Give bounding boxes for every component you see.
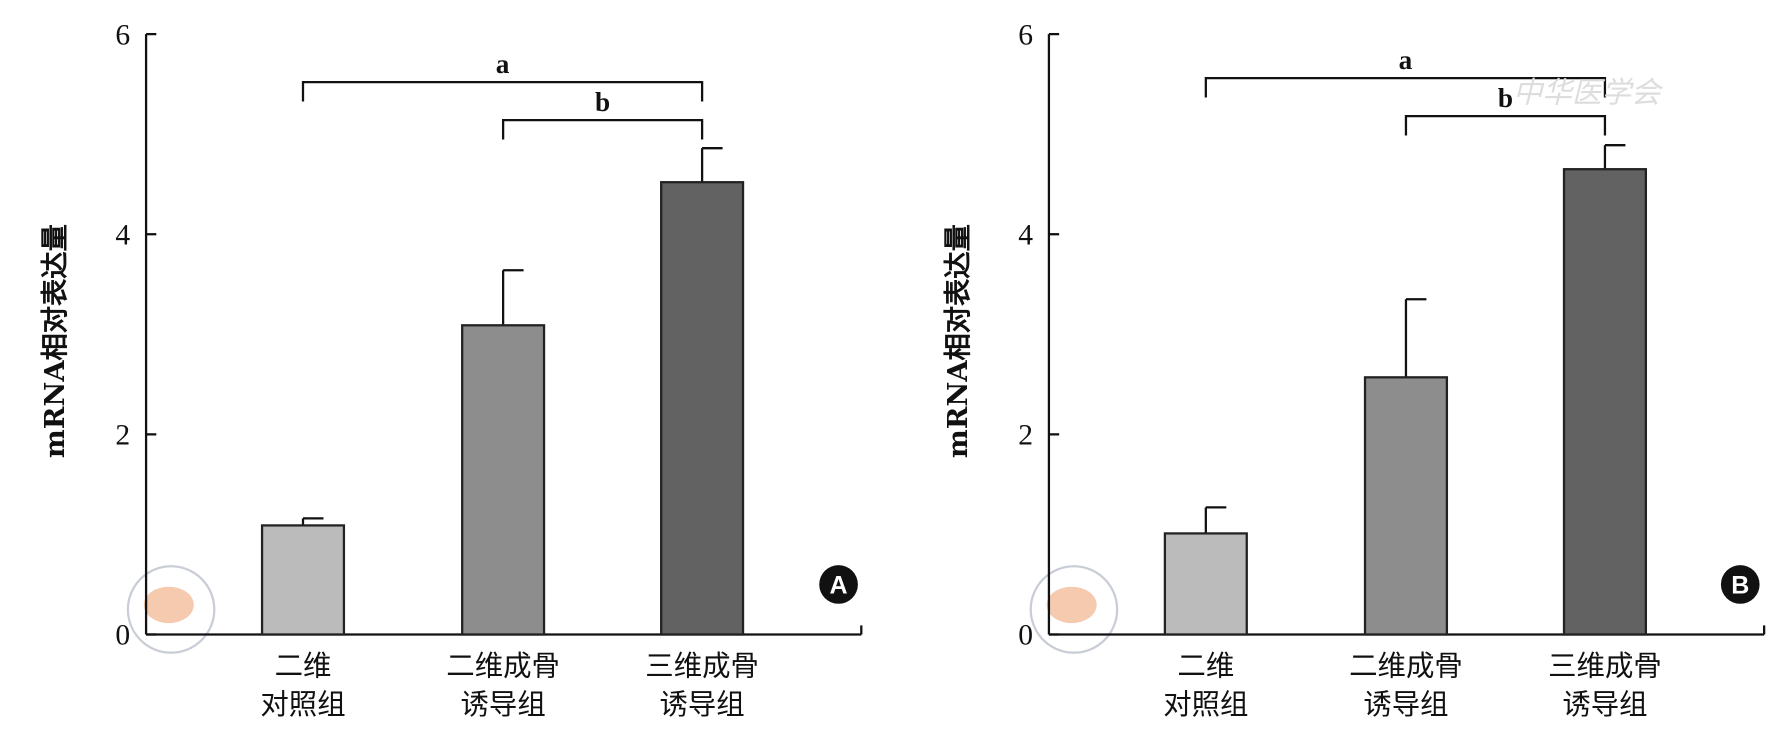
panel-label: A — [830, 572, 848, 600]
bar — [1163, 532, 1248, 636]
bar — [1562, 168, 1648, 636]
watermark-seal — [126, 565, 216, 654]
x-category-label: 二维成骨 — [1349, 649, 1463, 682]
y-tick-label: 6 — [115, 19, 130, 51]
y-tick-label: 0 — [115, 620, 130, 652]
significance-bracket — [1204, 77, 1607, 98]
bar — [1363, 376, 1449, 636]
x-category-label: 二维 — [275, 649, 332, 682]
x-category-label: 二维 — [1177, 649, 1234, 682]
seal-map — [1046, 586, 1097, 624]
x-category-label: 对照组 — [260, 688, 345, 721]
seal-ring — [1029, 565, 1119, 654]
x-category-label: 二维成骨 — [446, 649, 560, 682]
panel-badge — [1720, 565, 1760, 604]
y-tick-label: 4 — [115, 219, 130, 251]
panel-badge — [819, 565, 858, 604]
significance-label: b — [1498, 83, 1513, 113]
significance-bracket — [501, 119, 704, 140]
watermark-seal — [1029, 565, 1119, 654]
x-category-label: 诱导组 — [1363, 688, 1448, 721]
x-category-label: 三维成骨 — [1548, 649, 1662, 682]
bar — [260, 524, 346, 636]
y-tick-label: 2 — [115, 420, 130, 452]
x-category-label: 诱导组 — [659, 688, 744, 721]
y-tick-label: 2 — [1018, 420, 1033, 452]
x-category-label: 对照组 — [1163, 688, 1248, 721]
significance-bracket — [301, 81, 704, 102]
significance-label: a — [496, 49, 510, 79]
significance-label: b — [595, 87, 610, 117]
x-category-label: 三维成骨 — [645, 649, 759, 682]
seal-map — [143, 586, 194, 624]
significance-label: a — [1399, 45, 1413, 75]
y-tick-label: 4 — [1018, 219, 1033, 251]
bar — [461, 324, 546, 636]
panel-label: B — [1731, 572, 1749, 600]
x-category-label: 诱导组 — [461, 688, 546, 721]
seal-ring — [126, 565, 216, 654]
y-axis-label: mRNA相对表达量 — [39, 224, 71, 458]
y-axis-label: mRNA相对表达量 — [942, 224, 974, 458]
bar — [660, 181, 745, 636]
significance-bracket — [1404, 115, 1607, 136]
watermark-text: 中华医学会 — [1513, 75, 1664, 109]
y-tick-label: 0 — [1018, 620, 1033, 652]
y-tick-label: 6 — [1018, 19, 1033, 51]
x-category-label: 诱导组 — [1562, 688, 1647, 721]
